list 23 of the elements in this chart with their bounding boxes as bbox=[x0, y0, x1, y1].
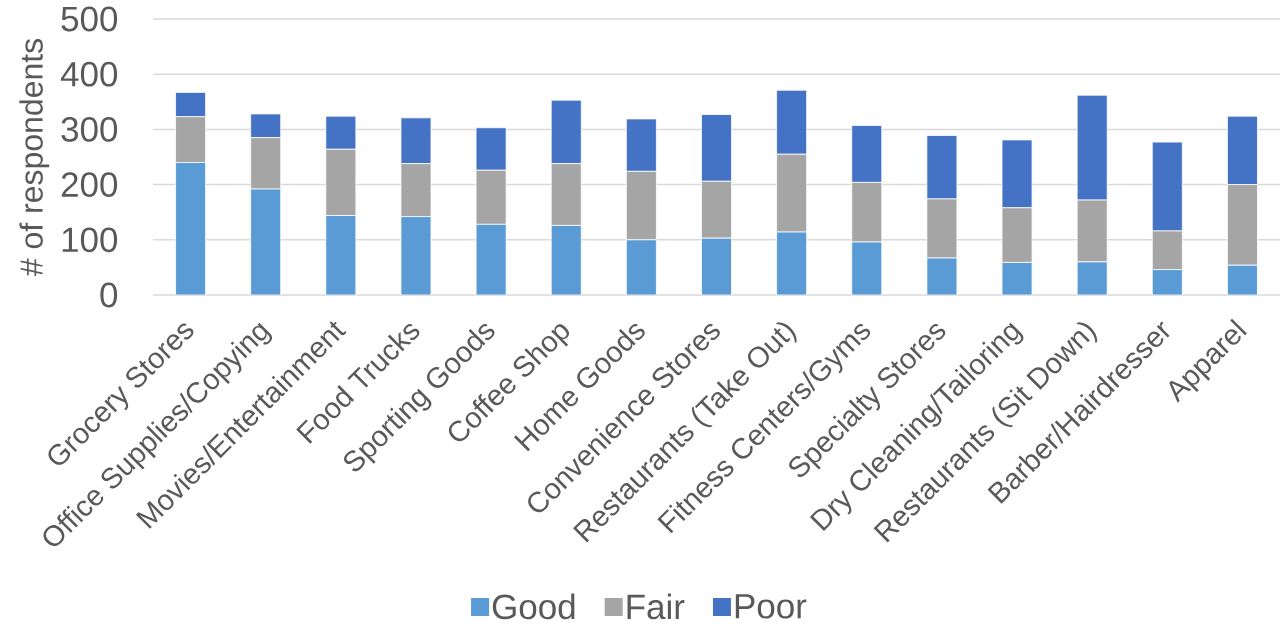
bar bbox=[701, 237, 732, 295]
bar bbox=[851, 241, 883, 295]
bar bbox=[1151, 269, 1183, 295]
legend-label: Poor bbox=[735, 594, 807, 619]
bar bbox=[400, 216, 432, 295]
y-tick-label: 0 bbox=[100, 282, 118, 308]
bar bbox=[250, 188, 282, 295]
bar bbox=[776, 231, 808, 295]
bar bbox=[475, 223, 507, 295]
y-axis-title: # of respondents bbox=[19, 39, 50, 277]
y-tick-label: 300 bbox=[61, 117, 118, 142]
y-tick-label: 100 bbox=[62, 227, 118, 253]
legend-label: Good bbox=[492, 593, 575, 620]
bar bbox=[625, 239, 657, 295]
y-tick-label: 400 bbox=[60, 61, 118, 87]
bar bbox=[1227, 264, 1258, 295]
bar bbox=[1076, 261, 1108, 295]
y-tick-label: 500 bbox=[61, 6, 118, 32]
legend-label: Fair bbox=[627, 593, 685, 620]
y-tick-label: 200 bbox=[61, 172, 118, 197]
bar bbox=[175, 162, 206, 295]
bar bbox=[325, 215, 357, 295]
bar bbox=[550, 225, 582, 295]
